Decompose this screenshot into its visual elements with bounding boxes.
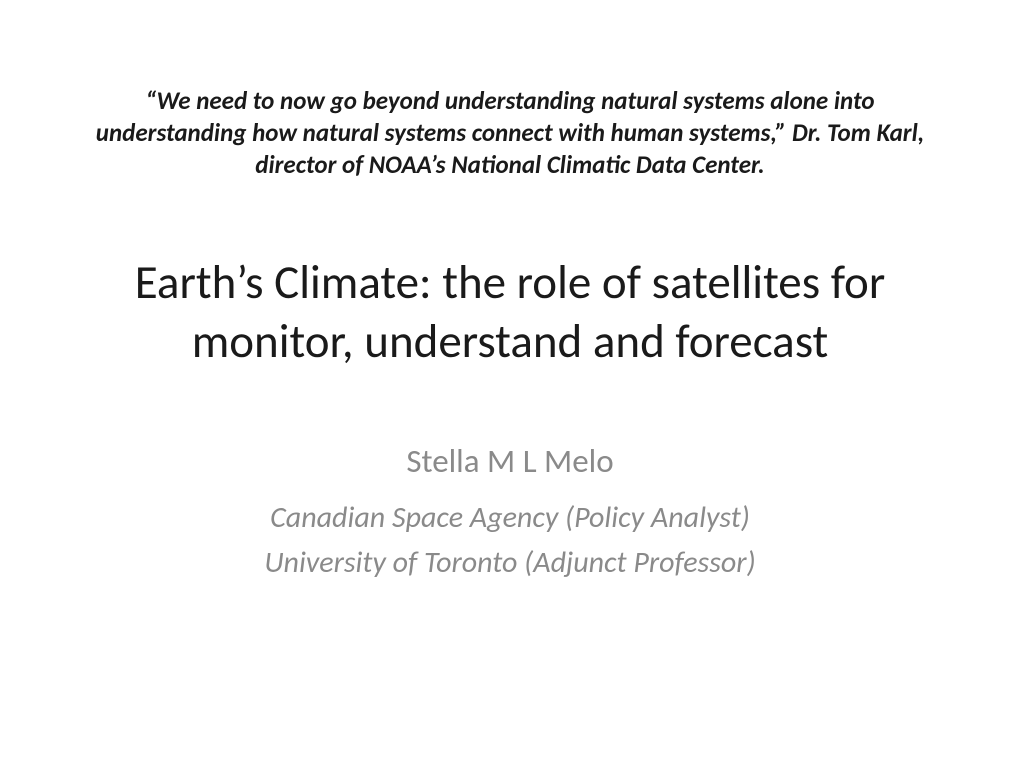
affiliation-2: University of Toronto (Adjunct Professor… (264, 540, 755, 585)
author-name: Stella M L Melo (406, 441, 613, 481)
affiliation-1: Canadian Space Agency (Policy Analyst) (270, 495, 750, 540)
slide-title: Earth’s Climate: the role of satellites … (70, 253, 950, 371)
quote-text: “We need to now go beyond understanding … (80, 85, 940, 181)
